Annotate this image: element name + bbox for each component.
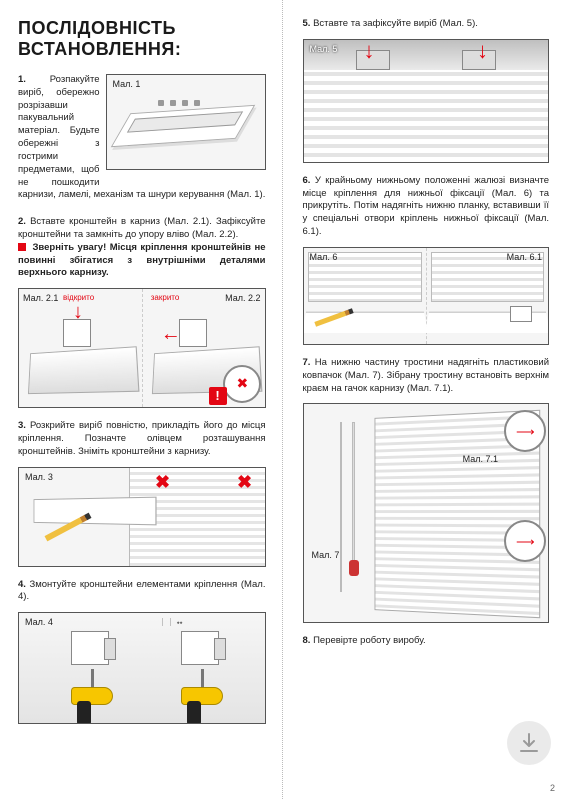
figure-2: Мал. 2.1 відкрито ↓ закрито Мал. 2.2 ← ! [18, 288, 266, 408]
arrow-down-icon-5a: ↓ [364, 39, 375, 64]
figure-6: Мал. 6 Мал. 6.1 [303, 247, 550, 345]
step-8-body: Перевірте роботу виробу. [313, 635, 426, 646]
wall-bg [19, 613, 265, 723]
figure-6-1-label: Мал. 6.1 [507, 252, 542, 262]
figure-7: Мал. 7 Мал. 7.1 [303, 403, 550, 623]
step-5-text: 5. Вставте та зафіксуйте виріб (Мал. 5). [303, 18, 550, 31]
hardware-bits-icon [155, 93, 215, 107]
step-1-block: Мал. 1 1. Розпакуйте виріб, обережно роз… [18, 74, 266, 210]
step-4-body: Змонтуйте кронштейни елементами кріпленн… [18, 579, 266, 603]
step-2-num: 2. [18, 216, 26, 227]
rail-icon-3 [34, 496, 157, 525]
step-7-num: 7. [303, 357, 311, 368]
figure-6-left: Мал. 6 [304, 248, 426, 344]
step-2-text: 2. Вставте кронштейн в карниз (Мал. 2.1)… [18, 216, 266, 280]
figure-3: Мал. 3 ✖ ✖ [18, 467, 266, 567]
screws-icon: ｜｜ ⬩⬩ [159, 617, 183, 628]
wand-icon [352, 422, 355, 562]
arrow-down-icon: ↓ [73, 301, 83, 324]
figure-7-1-label: Мал. 7.1 [463, 454, 498, 464]
step-4-num: 4. [18, 579, 26, 590]
download-icon[interactable] [507, 721, 551, 765]
step-4-text: 4. Змонтуйте кронштейни елементами кріпл… [18, 579, 266, 605]
figure-5: Мал. 5 ↓ ↓ [303, 39, 550, 163]
alert-icon: ! [209, 387, 227, 405]
left-column: ПОСЛІДОВНІСТЬ ВСТАНОВЛЕННЯ: Мал. 1 1. Ро… [0, 0, 283, 799]
figure-5-label: Мал. 5 [310, 44, 338, 54]
step-6-text: 6. У крайньому нижньому положенні жалюзі… [303, 175, 550, 239]
zoom-wrong-icon [223, 365, 261, 403]
right-column: 5. Вставте та зафіксуйте виріб (Мал. 5).… [283, 0, 565, 799]
step-3-body: Розкрийте виріб повністю, прикладіть йог… [18, 420, 266, 457]
figure-1: Мал. 1 [106, 74, 266, 170]
figure-2-2-label: Мал. 2.2 [225, 293, 260, 303]
x-mark-icon-2: ✖ [237, 472, 252, 493]
step-8-text: 8. Перевірте роботу виробу. [303, 635, 550, 648]
figure-4: Мал. 4 ｜｜ ⬩⬩ [18, 612, 266, 724]
step-1-num: 1. [18, 74, 26, 85]
wand-cap-icon [349, 560, 359, 576]
drill-icon [61, 687, 117, 724]
step-2-warn: Зверніть увагу! Місця кріплення кронштей… [18, 242, 266, 279]
figure-6-label: Мал. 6 [310, 252, 338, 262]
headrail-icon [304, 40, 549, 70]
figure-2-1-label: Мал. 2.1 [23, 293, 58, 303]
step-7-text: 7. На нижню частину тростини надягніть п… [303, 357, 550, 395]
step-5-num: 5. [303, 18, 311, 29]
step-3-num: 3. [18, 420, 26, 431]
step-6-body: У крайньому нижньому положенні жалюзі ви… [303, 175, 550, 237]
zoom-bottom-icon [504, 520, 546, 562]
closed-label: закрито [151, 293, 180, 302]
figure-2-right: закрито Мал. 2.2 ← ! [142, 289, 265, 407]
x-mark-icon: ✖ [155, 472, 170, 493]
drill-icon-2 [171, 687, 227, 724]
warning-square-icon [18, 243, 26, 251]
step-5-body: Вставте та зафіксуйте виріб (Мал. 5). [313, 18, 478, 29]
zoom-top-icon [504, 410, 546, 452]
bottom-clip-icon [510, 306, 532, 322]
step-2-body: Вставте кронштейн в карниз (Мал. 2.1). З… [18, 216, 266, 240]
arrow-down-icon-5b: ↓ [477, 39, 488, 64]
step-8-num: 8. [303, 635, 311, 646]
page-number: 2 [550, 783, 555, 793]
figure-7-label: Мал. 7 [312, 550, 340, 560]
bracket-closed-icon [179, 319, 207, 347]
step-6-num: 6. [303, 175, 311, 186]
beam-icon [28, 346, 139, 394]
figure-2-left: Мал. 2.1 відкрито ↓ [19, 289, 142, 407]
bracket-mount-icon-2 [181, 631, 219, 665]
cord-icon [340, 422, 342, 592]
open-label: відкрито [63, 293, 94, 302]
arrow-left-icon: ← [161, 323, 181, 346]
bracket-mount-icon [71, 631, 109, 665]
figure-4-label: Мал. 4 [25, 617, 53, 627]
figure-6-right: Мал. 6.1 [426, 248, 548, 344]
step-3-text: 3. Розкрийте виріб повністю, прикладіть … [18, 420, 266, 458]
figure-3-label: Мал. 3 [25, 472, 53, 482]
step-7-body: На нижню частину тростини надягніть плас… [303, 357, 550, 394]
page-title: ПОСЛІДОВНІСТЬ ВСТАНОВЛЕННЯ: [18, 18, 266, 60]
figure-1-label: Мал. 1 [113, 79, 141, 89]
